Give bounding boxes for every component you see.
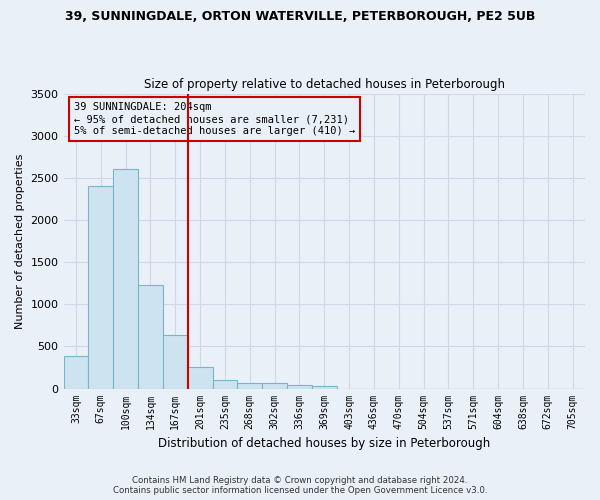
Bar <box>312 386 337 388</box>
Bar <box>163 334 188 388</box>
Bar <box>138 285 163 389</box>
Bar <box>113 170 138 388</box>
Title: Size of property relative to detached houses in Peterborough: Size of property relative to detached ho… <box>144 78 505 91</box>
Bar <box>262 384 287 388</box>
Bar <box>88 186 113 388</box>
Bar <box>238 384 262 388</box>
Text: 39, SUNNINGDALE, ORTON WATERVILLE, PETERBOROUGH, PE2 5UB: 39, SUNNINGDALE, ORTON WATERVILLE, PETER… <box>65 10 535 23</box>
Text: Contains HM Land Registry data © Crown copyright and database right 2024.
Contai: Contains HM Land Registry data © Crown c… <box>113 476 487 495</box>
Bar <box>188 367 212 388</box>
Y-axis label: Number of detached properties: Number of detached properties <box>15 154 25 328</box>
X-axis label: Distribution of detached houses by size in Peterborough: Distribution of detached houses by size … <box>158 437 490 450</box>
Text: 39 SUNNINGDALE: 204sqm
← 95% of detached houses are smaller (7,231)
5% of semi-d: 39 SUNNINGDALE: 204sqm ← 95% of detached… <box>74 102 355 136</box>
Bar <box>287 385 312 388</box>
Bar <box>212 380 238 388</box>
Bar <box>64 356 88 388</box>
